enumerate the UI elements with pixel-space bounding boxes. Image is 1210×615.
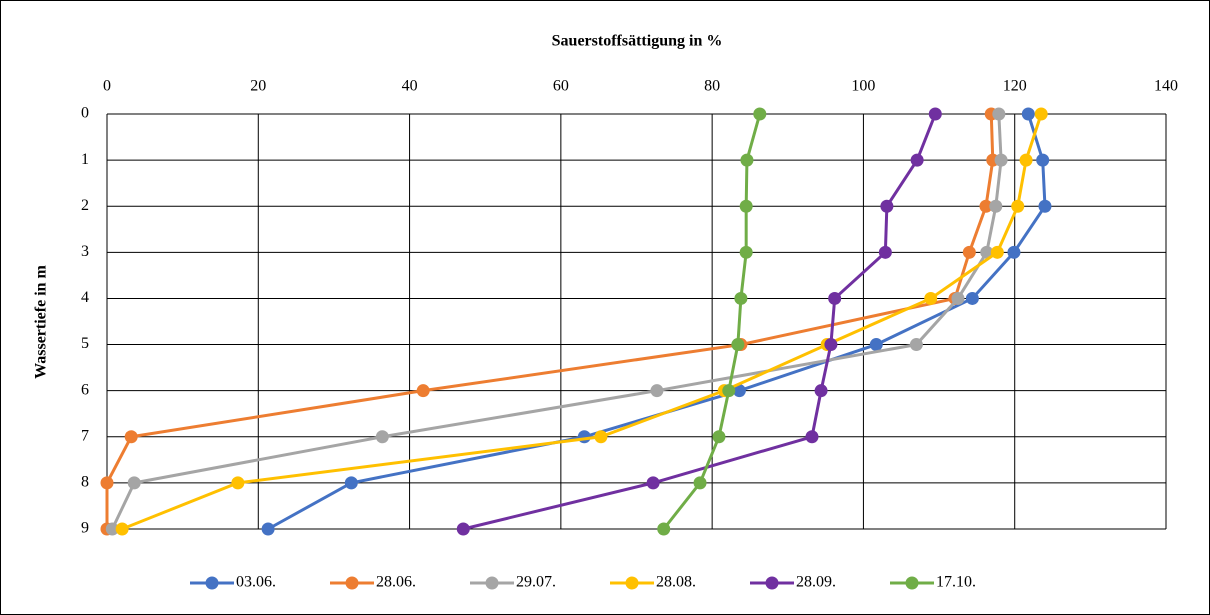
data-point: [880, 199, 894, 213]
data-point: [375, 430, 389, 444]
data-point: [753, 107, 767, 121]
data-point: [594, 430, 608, 444]
data-point: [731, 338, 745, 352]
data-point: [1036, 153, 1050, 167]
y-axis-label: Wassertiefe in m: [33, 264, 50, 378]
legend-label: 28.06.: [376, 574, 416, 591]
data-point: [577, 430, 591, 444]
data-point: [828, 291, 842, 305]
data-point: [657, 522, 671, 536]
y-tick-label: 2: [81, 197, 89, 214]
legend-label: 17.10.: [936, 574, 976, 591]
x-tick-label: 0: [103, 78, 111, 95]
data-point: [824, 338, 838, 352]
series-line: [462, 113, 937, 531]
data-point: [231, 476, 245, 490]
data-point: [1011, 199, 1025, 213]
data-point: [693, 476, 707, 490]
data-point: [646, 476, 660, 490]
data-point: [1007, 245, 1021, 259]
data-point: [1019, 153, 1033, 167]
data-point: [115, 522, 129, 536]
data-point: [951, 291, 965, 305]
data-point: [805, 430, 819, 444]
series-line: [121, 113, 1043, 531]
y-tick-label: 7: [81, 427, 89, 444]
y-tick-label: 8: [81, 474, 89, 491]
x-tick-label: 20: [250, 78, 266, 95]
data-point: [980, 245, 994, 259]
data-point: [928, 107, 942, 121]
y-tick-label: 0: [81, 105, 89, 122]
data-point: [739, 245, 753, 259]
data-point: [261, 522, 275, 536]
data-point: [1038, 199, 1052, 213]
legend-marker: [485, 576, 499, 590]
legend-marker: [205, 576, 219, 590]
legend-marker: [625, 576, 639, 590]
data-point: [124, 430, 138, 444]
data-point: [734, 291, 748, 305]
series-line: [110, 113, 1003, 530]
data-point: [722, 384, 736, 398]
legend-label: 29.07.: [516, 574, 556, 591]
data-point: [924, 291, 938, 305]
data-point: [650, 384, 664, 398]
series-line: [105, 113, 995, 529]
data-point: [990, 245, 1004, 259]
legend-marker: [345, 576, 359, 590]
x-tick-label: 40: [402, 78, 418, 95]
data-point: [100, 476, 114, 490]
data-point: [739, 199, 753, 213]
data-point: [910, 153, 924, 167]
data-point: [989, 199, 1003, 213]
chart-title: Sauerstoffsättigung in %: [552, 33, 723, 50]
data-point: [740, 153, 754, 167]
y-tick-label: 9: [81, 520, 89, 537]
legend-label: 28.09.: [796, 574, 836, 591]
y-tick-label: 5: [81, 335, 89, 352]
data-point: [979, 199, 993, 213]
legend-marker: [905, 576, 919, 590]
data-point: [878, 245, 892, 259]
data-point: [416, 384, 430, 398]
y-tick-label: 4: [81, 289, 89, 306]
series-line: [662, 113, 762, 530]
x-tick-label: 100: [851, 78, 875, 95]
data-point: [127, 476, 141, 490]
data-point: [732, 384, 746, 398]
data-point: [994, 153, 1008, 167]
data-point: [965, 291, 979, 305]
legend-label: 03.06.: [236, 574, 276, 591]
x-tick-label: 120: [1003, 78, 1027, 95]
data-point: [344, 476, 358, 490]
data-point: [869, 338, 883, 352]
legend-label: 28.08.: [656, 574, 696, 591]
x-tick-label: 140: [1154, 78, 1178, 95]
data-point: [1034, 107, 1048, 121]
data-point: [712, 430, 726, 444]
y-tick-label: 6: [81, 381, 89, 398]
data-point: [962, 245, 976, 259]
legend-marker: [765, 576, 779, 590]
data-point: [909, 338, 923, 352]
y-tick-label: 1: [81, 151, 89, 168]
series-line: [267, 113, 1047, 531]
data-point: [814, 384, 828, 398]
data-point: [1021, 107, 1035, 121]
data-point: [105, 522, 119, 536]
x-tick-label: 80: [704, 78, 720, 95]
x-tick-label: 60: [553, 78, 569, 95]
data-point: [992, 107, 1006, 121]
data-point: [456, 522, 470, 536]
y-tick-label: 3: [81, 243, 89, 260]
